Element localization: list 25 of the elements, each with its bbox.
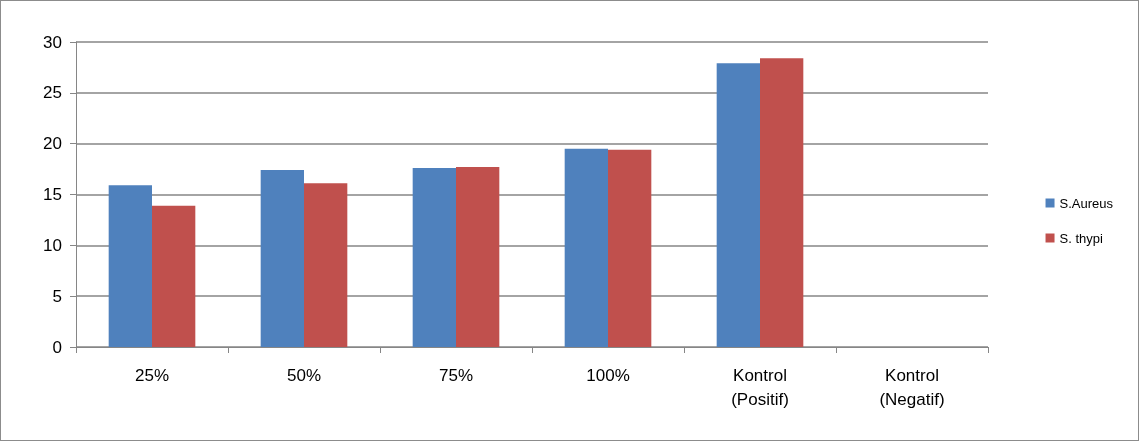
legend-label: S. thypi <box>1059 230 1103 246</box>
y-tick-label: 30 <box>43 32 62 52</box>
bar <box>456 167 500 347</box>
y-tick-label: 15 <box>43 185 62 204</box>
bar <box>108 185 152 347</box>
x-tick-label: Kontrol (Positif) <box>731 365 789 409</box>
x-tick-label: 25% <box>134 365 170 385</box>
x-tick-label: 100% <box>586 365 630 385</box>
bar <box>608 149 652 347</box>
bar <box>564 148 608 347</box>
y-tick-label: 0 <box>52 337 62 357</box>
x-tick-label: 75% <box>438 365 474 385</box>
y-tick-label: 10 <box>43 235 62 255</box>
x-tick-label: Kontrol (Negatif) <box>879 365 945 409</box>
bar <box>716 63 760 347</box>
y-tick-label: 20 <box>43 134 62 154</box>
bar <box>304 183 348 347</box>
bar <box>260 170 304 347</box>
bar <box>760 58 804 347</box>
legend-label: S.Aureus <box>1059 195 1114 211</box>
y-tick-label: 25 <box>43 83 62 103</box>
bar <box>412 168 456 347</box>
bar <box>152 205 196 347</box>
y-tick-label: 5 <box>52 286 62 306</box>
x-tick-label: 50% <box>286 365 322 385</box>
